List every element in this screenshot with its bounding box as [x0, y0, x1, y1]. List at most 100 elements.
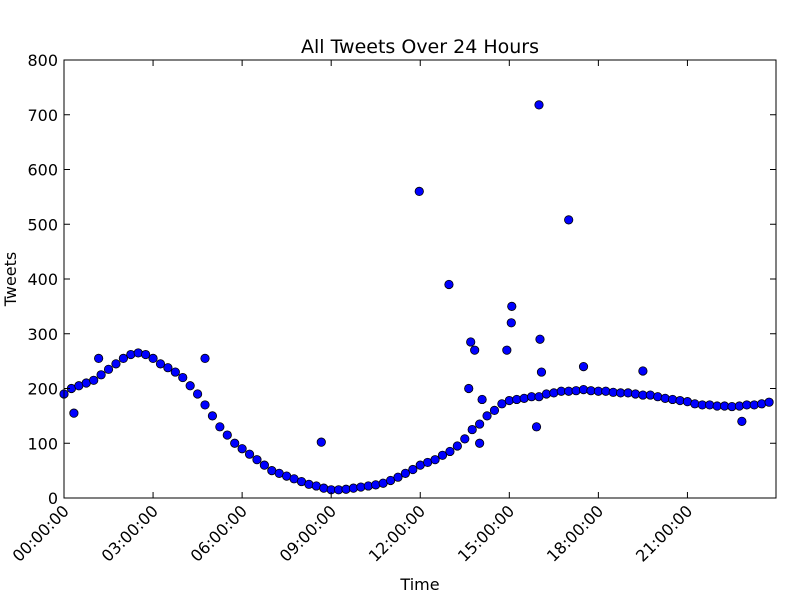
- data-point: [475, 419, 485, 429]
- data-point: [155, 359, 166, 369]
- data-point: [564, 215, 574, 225]
- x-tick-label: 03:00:00: [98, 501, 162, 565]
- x-tick-label: 00:00:00: [9, 501, 73, 565]
- data-point: [200, 400, 210, 410]
- data-point: [497, 399, 507, 409]
- y-tick-label: 200: [27, 380, 58, 399]
- data-point: [571, 386, 581, 396]
- data-point: [69, 408, 79, 418]
- data-point: [133, 348, 143, 358]
- data-point: [737, 416, 747, 426]
- y-tick-label: 300: [27, 325, 58, 344]
- x-tick-label: 21:00:00: [632, 501, 696, 565]
- data-point: [319, 483, 329, 493]
- data-point: [430, 455, 440, 465]
- data-point: [623, 388, 633, 398]
- data-point: [675, 395, 685, 406]
- data-point: [244, 449, 255, 459]
- data-point: [185, 381, 195, 391]
- x-tick-label: 09:00:00: [276, 501, 340, 565]
- data-point: [749, 400, 759, 410]
- data-point: [506, 318, 516, 328]
- data-point: [690, 399, 700, 409]
- data-point: [467, 424, 477, 435]
- data-point: [215, 422, 225, 432]
- data-point: [534, 100, 544, 110]
- data-point: [126, 349, 136, 360]
- data-point: [466, 337, 476, 347]
- data-point: [578, 361, 589, 372]
- data-point: [393, 472, 403, 482]
- y-tick-label: 600: [27, 161, 58, 180]
- x-tick-label: 12:00:00: [365, 501, 429, 565]
- x-tick-label: 06:00:00: [187, 501, 251, 565]
- data-point: [178, 372, 188, 383]
- data-point: [531, 422, 542, 432]
- y-tick-label: 700: [27, 106, 58, 125]
- data-point: [170, 367, 180, 377]
- data-point: [259, 460, 269, 470]
- data-point: [200, 353, 210, 363]
- chart-title: All Tweets Over 24 Hours: [301, 36, 539, 58]
- data-point: [535, 334, 545, 344]
- data-point: [470, 345, 480, 355]
- data-point: [230, 438, 240, 448]
- data-point: [103, 364, 114, 374]
- data-point: [400, 468, 411, 478]
- data-point: [482, 411, 492, 421]
- data-point: [630, 389, 641, 399]
- data-point: [445, 446, 455, 457]
- y-tick-label: 800: [27, 51, 58, 70]
- data-point: [705, 400, 715, 410]
- data-point: [638, 366, 648, 376]
- plot-frame: [63, 59, 777, 499]
- data-point: [94, 353, 104, 363]
- data-point: [541, 389, 552, 399]
- data-point: [222, 430, 232, 440]
- data-point: [504, 395, 514, 406]
- y-axis-label: Tweets: [1, 252, 20, 308]
- data-point: [653, 392, 663, 402]
- data-point: [356, 482, 366, 492]
- data-point: [536, 367, 547, 377]
- data-point: [414, 186, 424, 196]
- data-point: [757, 399, 767, 409]
- data-point: [489, 405, 500, 415]
- data-point: [141, 349, 151, 360]
- data-point: [316, 437, 326, 447]
- data-point: [96, 370, 106, 380]
- y-tick-label: 500: [27, 215, 58, 234]
- data-point: [507, 301, 517, 311]
- data-point: [464, 383, 474, 394]
- data-point: [660, 393, 670, 403]
- y-axis: 0 100 200 300 400 500 600 700 800: [27, 51, 776, 508]
- y-tick-label: 400: [27, 270, 58, 289]
- data-point: [111, 359, 121, 369]
- data-point: [519, 393, 529, 403]
- data-point: [348, 483, 359, 493]
- data-point: [385, 475, 396, 486]
- data-point: [477, 394, 487, 405]
- x-tick-label: 18:00:00: [543, 501, 607, 565]
- data-point: [502, 345, 512, 355]
- data-point: [475, 438, 485, 448]
- data-point: [512, 394, 522, 405]
- data-point: [304, 479, 314, 489]
- data-point: [163, 363, 173, 373]
- data-point: [452, 441, 462, 451]
- y-tick-label: 100: [27, 434, 58, 453]
- data-point: [734, 401, 744, 411]
- data-point: [645, 390, 655, 400]
- data-point: [89, 375, 99, 385]
- data-point: [437, 450, 448, 460]
- data-point: [444, 279, 454, 290]
- data-point: [601, 386, 611, 396]
- data-point: [667, 394, 678, 405]
- data-point: [148, 353, 158, 363]
- data-point: [341, 484, 351, 494]
- data-point: [237, 444, 247, 454]
- data-point: [192, 389, 203, 399]
- data-point: [371, 480, 381, 490]
- y-tick-label: 0: [48, 489, 58, 508]
